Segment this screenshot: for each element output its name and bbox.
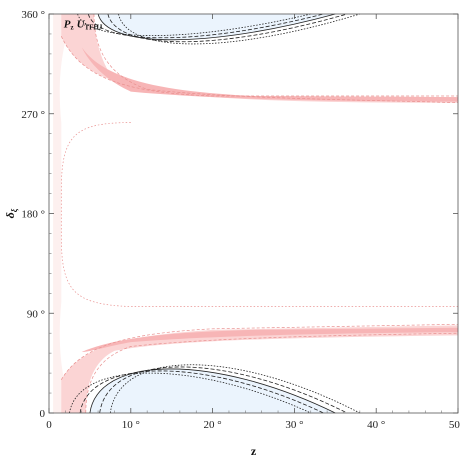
y-tick-label: 270 ° (21, 109, 45, 121)
contour-solid (97, 13, 336, 41)
contour-dotted-outer (109, 364, 360, 414)
plot-regions (53, 14, 459, 413)
band-dashed-line (60, 323, 459, 380)
contour-solid (89, 368, 336, 414)
x-tick-label: 40 ° (367, 419, 385, 431)
x-tick-label: 30 ° (285, 419, 303, 431)
outer-envelope-region (53, 14, 74, 413)
plot-annotation: Pz UTFHJ (64, 18, 103, 31)
x-axis-label: z (251, 444, 257, 458)
x-tick-label: 10 ° (122, 419, 140, 431)
x-tick-label: 0 (46, 419, 52, 431)
x-axis: 0 10 ° 20 ° 30 ° 40 ° 50 ° (46, 14, 463, 431)
contour-dashed-outer (99, 366, 348, 414)
contour-dashed-inner (79, 370, 324, 414)
y-tick-label: 0 (40, 408, 46, 420)
contour-dashed-outer (107, 13, 348, 43)
contour-dotted-outer (118, 13, 360, 45)
x-tick-label: 20 ° (204, 419, 222, 431)
y-tick-label: 360 ° (21, 9, 45, 21)
band-dashed-line (93, 13, 459, 104)
x-tick-label: 50 ° (449, 419, 463, 431)
y-tick-label: 90 ° (27, 308, 45, 320)
lower-blue-lobe (89, 368, 336, 413)
contour-dotted-inner (69, 372, 311, 414)
band-dashed-line (60, 36, 458, 97)
lower-pink-band (81, 327, 458, 352)
band-dashed-line (85, 332, 459, 414)
contour-dashed-inner (87, 13, 324, 39)
y-tick-label: 180 ° (21, 209, 45, 221)
upper-blue-lobe (98, 14, 336, 40)
contour-lines (60, 13, 459, 414)
y-axis: 0 90 ° 180 ° 270 ° 360 ° (21, 9, 458, 420)
envelope-dotted-line (60, 122, 458, 307)
y-axis-label: δξ (3, 208, 19, 218)
upper-pink-band (81, 47, 458, 102)
contour-dotted-inner (77, 13, 311, 36)
